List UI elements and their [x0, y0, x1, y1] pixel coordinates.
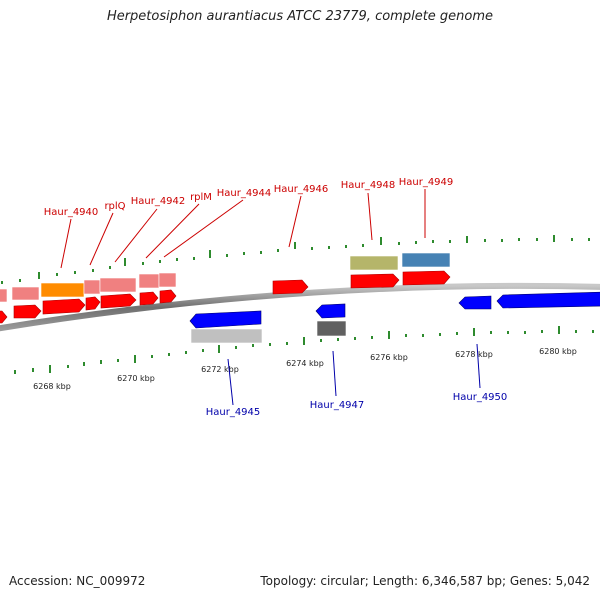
genome-backbone: [0, 282, 600, 332]
scale-label: 6268 kbp: [33, 382, 71, 391]
scale-label: 6280 kbp: [539, 347, 577, 356]
cds-arrow[interactable]: [350, 273, 400, 289]
callout-line: [332, 350, 337, 397]
scale-label: 6270 kbp: [117, 374, 155, 383]
scale-label: 6272 kbp: [201, 365, 239, 374]
accession-text: Accession: NC_009972: [9, 574, 146, 588]
cds-arrow[interactable]: [458, 295, 492, 310]
cds-arrow: [100, 293, 137, 309]
cds-arrow[interactable]: [189, 310, 262, 329]
cds-arrow: [0, 310, 8, 324]
callout-line: [367, 192, 373, 241]
gene-label[interactable]: Haur_4950: [453, 392, 508, 403]
forward-gene-track: [0, 252, 451, 303]
callout-line: [227, 358, 234, 406]
callout-line: [114, 208, 158, 263]
scale-label: 6274 kbp: [286, 359, 324, 368]
reverse-cds-track: [189, 291, 600, 329]
gene-box[interactable]: [349, 255, 399, 271]
genome-summary-text: Topology: circular; Length: 6,346,587 bp…: [260, 574, 590, 588]
cds-arrow: [13, 304, 42, 319]
gene-label[interactable]: rplM: [190, 192, 212, 203]
gene-box[interactable]: [40, 282, 85, 298]
inner-tick-row: [14, 326, 594, 374]
scale-label: 6276 kbp: [370, 353, 408, 362]
gene-label[interactable]: Haur_4948: [341, 180, 396, 191]
cds-arrow[interactable]: [42, 298, 86, 315]
callout-line: [89, 212, 114, 266]
cds-arrow[interactable]: [402, 270, 451, 286]
forward-cds-track: [0, 270, 451, 324]
gene-box: [158, 272, 177, 288]
gene-label[interactable]: Haur_4946: [274, 184, 329, 195]
gene-label[interactable]: Haur_4940: [44, 207, 99, 218]
gene-box: [99, 277, 137, 293]
gene-label[interactable]: rplQ: [104, 201, 125, 212]
gene-box: [138, 273, 160, 289]
genome-title: Herpetosiphon aurantiacus ATCC 23779, co…: [106, 9, 494, 24]
reverse-callouts: [227, 343, 481, 406]
gene-label[interactable]: Haur_4949: [399, 177, 454, 188]
gene-box[interactable]: [401, 252, 451, 268]
scale-label: 6278 kbp: [455, 350, 493, 359]
cds-arrow[interactable]: [315, 303, 346, 319]
gene-box[interactable]: [190, 328, 263, 344]
callout-line: [163, 199, 244, 258]
callout-line: [476, 343, 481, 389]
gene-box: [83, 279, 101, 295]
reverse-gene-track: [190, 320, 347, 344]
gene-box: [0, 288, 8, 303]
forward-callouts: [60, 189, 426, 269]
cds-arrow: [159, 289, 177, 304]
callout-line: [60, 218, 72, 269]
callout-line: [145, 203, 200, 259]
gene-box[interactable]: [316, 320, 347, 337]
cds-arrow: [85, 296, 101, 311]
gene-label[interactable]: Haur_4945: [206, 407, 261, 418]
gene-label[interactable]: Haur_4947: [310, 400, 365, 411]
callout-line: [288, 195, 302, 248]
gene-box: [11, 286, 40, 301]
cds-arrow: [139, 291, 159, 306]
gene-label[interactable]: Haur_4942: [131, 196, 186, 207]
cds-arrow[interactable]: [496, 291, 600, 309]
outer-tick-row: [1, 235, 590, 284]
cds-arrow[interactable]: [272, 279, 309, 295]
gene-label[interactable]: Haur_4944: [217, 188, 272, 199]
